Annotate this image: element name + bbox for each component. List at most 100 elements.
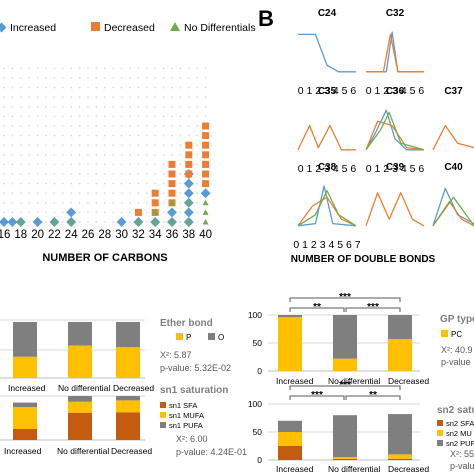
grid-dot: [145, 96, 148, 99]
grid-dot: [78, 221, 81, 223]
grid-dot: [36, 163, 39, 166]
grid-dot: [196, 134, 199, 137]
grid-dot: [95, 134, 98, 137]
grid-dot: [179, 105, 182, 108]
grid-dot: [11, 173, 14, 175]
bar-segment: [13, 356, 37, 378]
grid-dot: [45, 86, 47, 89]
grid-dot: [45, 163, 47, 166]
grid-dot: [162, 201, 165, 204]
increased-marker: [200, 188, 211, 199]
x-tick-label: 26: [82, 229, 95, 241]
grid-dot: [103, 134, 106, 137]
decreased-marker: [202, 132, 210, 140]
increased-marker: [66, 207, 77, 218]
decreased-marker: [185, 141, 193, 149]
grid-dot: [154, 163, 157, 166]
panel-a-markers: [0, 122, 211, 227]
grid-dot: [154, 134, 157, 137]
grid-dot: [179, 192, 182, 195]
gp-legend-pc: PC: [451, 330, 462, 339]
panel-a-x-ticks: 16 18 20 22 24 26 28 30 32 34 36 38 40: [0, 229, 212, 241]
gp-sig-right: ***: [367, 302, 379, 313]
grid-dot: [19, 192, 22, 195]
grid-dot: [204, 86, 207, 89]
grid-dot: [53, 192, 56, 195]
grid-dot: [78, 201, 81, 204]
grid-dot: [3, 192, 5, 195]
grid-dot: [154, 173, 157, 175]
grid-dot: [11, 163, 14, 166]
grid-dot: [112, 211, 115, 214]
ether-cat-0: Increased: [8, 383, 46, 393]
grid-dot: [3, 105, 5, 108]
grid-dot: [19, 211, 22, 214]
bar-segment: [13, 429, 37, 440]
grid-dot: [145, 125, 148, 127]
grid-dot: [196, 182, 199, 185]
x-tick-label: 30: [115, 229, 128, 241]
grid-dot: [19, 86, 22, 89]
grid-dot: [70, 173, 73, 175]
grid-dot: [70, 144, 73, 147]
grid-dot: [53, 153, 56, 156]
grid-dot: [154, 153, 157, 156]
bar-segment: [13, 402, 37, 407]
bar-segment: [388, 458, 412, 460]
panel-b-curve: [432, 124, 474, 151]
grid-dot: [120, 86, 123, 89]
grid-dot: [196, 192, 199, 195]
grid-dot: [145, 163, 148, 166]
grid-dot: [70, 201, 73, 204]
grid-dot: [87, 86, 89, 89]
sn2-significance: [289, 385, 401, 400]
decreased-marker: [168, 160, 176, 168]
no-diff-marker: [152, 219, 159, 225]
grid-dot: [103, 86, 106, 89]
grid-dot: [28, 67, 31, 70]
no-diff-marker: [185, 219, 192, 225]
grid-dot: [137, 182, 140, 185]
panel-b-ticks: 0 1 2 3 4 5 6 7: [293, 239, 360, 251]
grid-dot: [70, 77, 73, 79]
grid-dot: [171, 77, 173, 79]
sn2-ytick-100: 100: [248, 399, 262, 409]
sn2-legend-pufa: sn2 PUF: [446, 439, 474, 448]
grid-dot: [87, 182, 89, 185]
grid-dot: [120, 105, 123, 108]
grid-dot: [154, 115, 157, 118]
ether-title: Ether bond: [160, 318, 213, 329]
grid-dot: [36, 77, 39, 79]
bar-segment: [333, 458, 357, 460]
no-diff-marker: [169, 219, 175, 225]
grid-dot: [204, 115, 207, 118]
bar-segment: [388, 414, 412, 455]
grid-dot: [129, 163, 131, 166]
grid-dot: [45, 173, 47, 175]
grid-dot: [78, 134, 81, 137]
grid-dot: [162, 211, 165, 214]
grid-dot: [103, 144, 106, 147]
grid-dot: [179, 163, 182, 166]
grid-dot: [187, 115, 190, 118]
sn2-pvalue: p-value: [450, 461, 474, 471]
grid-dot: [171, 67, 173, 70]
grid-dot: [19, 125, 22, 127]
grid-dot: [137, 153, 140, 156]
grid-dot: [11, 134, 14, 137]
increased-marker: [32, 217, 43, 227]
grid-dot: [120, 163, 123, 166]
grid-dot: [162, 192, 165, 195]
grid-dot: [196, 96, 199, 99]
grid-dot: [87, 105, 89, 108]
panel-a-legend: Increased Decreased No Differentials: [0, 22, 256, 34]
increased-marker: [167, 207, 177, 218]
grid-dot: [61, 144, 64, 147]
grid-dot: [145, 86, 148, 89]
bar-segment: [388, 315, 412, 340]
grid-dot: [137, 96, 140, 99]
grid-dot: [129, 86, 131, 89]
sn2-legend-mufa: sn2 MU: [446, 429, 472, 438]
grid-dot: [11, 67, 14, 70]
grid-dot: [171, 96, 173, 99]
